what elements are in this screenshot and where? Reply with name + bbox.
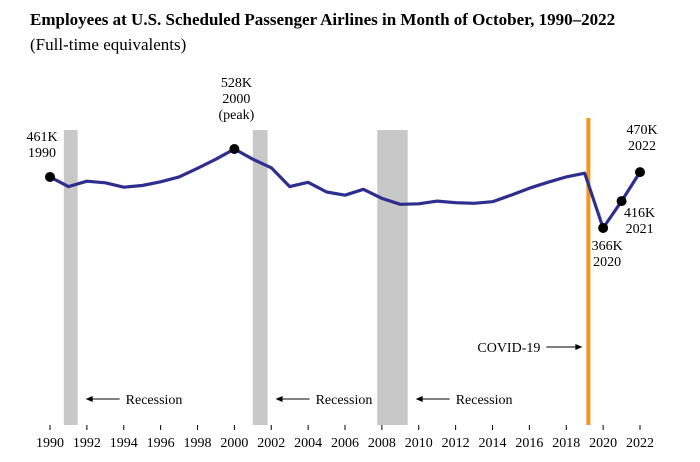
annotation-2020-line-1: 366K	[592, 239, 623, 254]
annotation-2000-line-2: 2000	[222, 92, 250, 107]
point-2021	[616, 196, 627, 207]
covid-marker: COVID-19	[477, 118, 591, 425]
annotation-2000-line-1: 528K	[221, 76, 252, 91]
x-tick-label-2014: 2014	[479, 436, 507, 451]
x-tick-label-1992: 1992	[73, 436, 101, 451]
annotation-2022-line-1: 470K	[626, 123, 657, 138]
covid-label: COVID-19	[477, 341, 540, 356]
x-tick-label-1998: 1998	[184, 436, 212, 451]
x-tick-label-1996: 1996	[147, 436, 175, 451]
annotation-2022-line-2: 2022	[628, 139, 656, 154]
x-tick-label-2020: 2020	[589, 436, 617, 451]
annotation-1990-line-2: 1990	[28, 146, 56, 161]
series-lines	[48, 147, 642, 230]
x-tick-label-2016: 2016	[515, 436, 543, 451]
recession-label-3: Recession	[456, 393, 513, 408]
point-2022	[635, 167, 645, 178]
point-2000	[229, 143, 240, 154]
point-1990	[45, 171, 55, 182]
recession-label-2: Recession	[316, 393, 373, 408]
x-tick-label-2018: 2018	[552, 436, 580, 451]
covid-arrowhead	[575, 344, 583, 350]
x-tick-label-2010: 2010	[405, 436, 433, 451]
recession-band-2	[252, 130, 268, 425]
point-2020	[598, 223, 609, 233]
series-line-1	[48, 147, 642, 230]
x-tick-label-2002: 2002	[257, 436, 285, 451]
x-tick-label-1994: 1994	[110, 436, 138, 451]
recession-arrowhead-1	[85, 396, 93, 402]
annotation-2021-line-1: 416K	[624, 206, 655, 221]
annotation-2020-line-2: 2020	[593, 255, 621, 270]
highlight-points	[45, 143, 645, 233]
recession-arrowhead-2	[275, 396, 283, 402]
x-tick-label-1990: 1990	[36, 436, 64, 451]
x-tick-label-2008: 2008	[368, 436, 396, 451]
x-tick-label-2006: 2006	[331, 436, 359, 451]
annotation-1990-line-1: 461K	[26, 130, 57, 145]
recession-band-3	[377, 130, 408, 425]
recession-arrowhead-3	[415, 396, 423, 402]
annotation-2000-line-3: (peak)	[218, 108, 254, 123]
x-tick-label-2004: 2004	[294, 436, 322, 451]
x-tick-label-2000: 2000	[220, 436, 248, 451]
annotation-2021-line-2: 2021	[626, 222, 654, 237]
recession-bands: Recession Recession Recession	[63, 130, 513, 425]
chart-title: Employees at U.S. Scheduled Passenger Ai…	[30, 10, 616, 29]
chart-subtitle: (Full-time equivalents)	[30, 35, 187, 54]
recession-band-1	[63, 130, 78, 425]
x-tick-label-2022: 2022	[626, 436, 654, 451]
x-tick-label-2012: 2012	[442, 436, 470, 451]
recession-label-1: Recession	[126, 393, 183, 408]
x-axis: 1990 1992 1994 1996 1998 2000 2002 2004 2006 2008…	[36, 425, 654, 451]
